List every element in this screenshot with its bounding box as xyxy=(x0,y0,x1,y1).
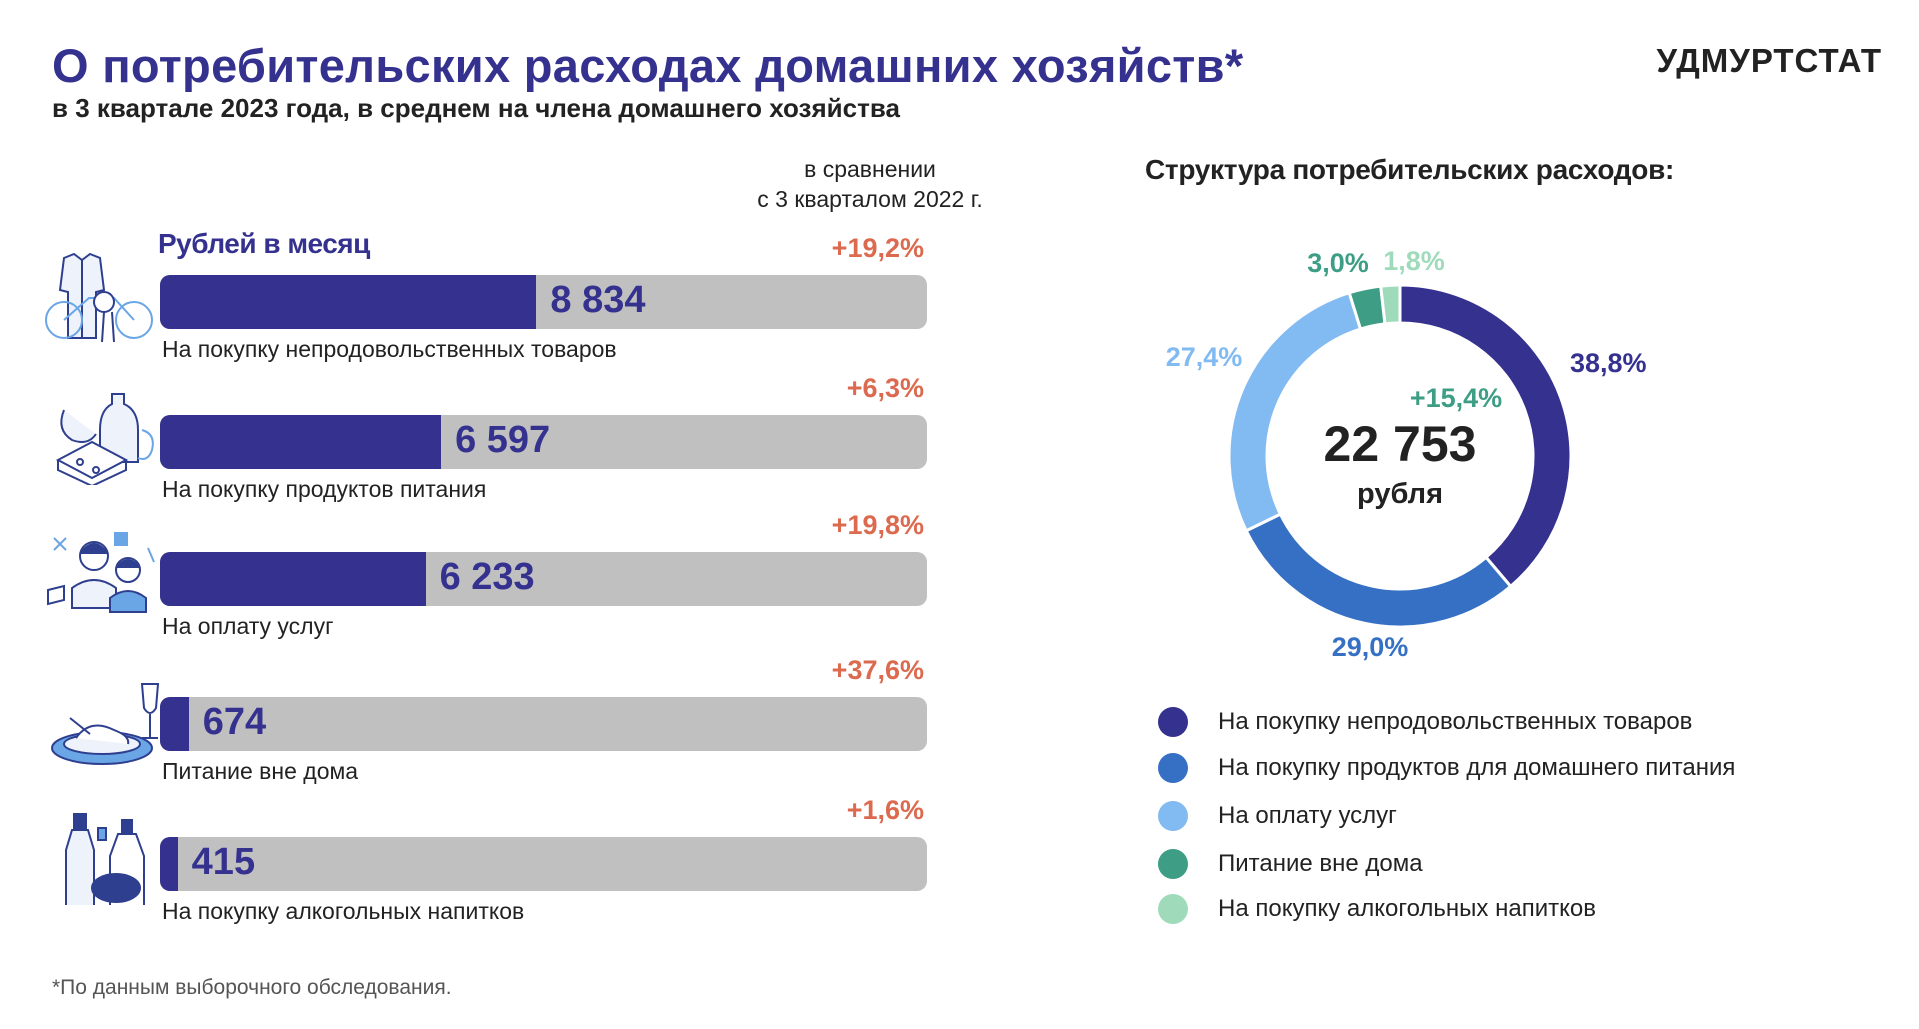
bar-category-label: Питание вне дома xyxy=(162,758,359,784)
bar-track: 6 597 xyxy=(160,415,927,469)
donut-total-unit: рубля xyxy=(1357,478,1443,510)
bar-track: 674 xyxy=(160,697,927,751)
bar-value-label: 415 xyxy=(191,841,256,883)
unit-label: Рублей в месяц xyxy=(158,228,370,259)
donut-chart-title: Структура потребительских расходов: xyxy=(1145,154,1675,185)
bar-fill xyxy=(160,415,442,469)
donut-slice-label: 27,4% xyxy=(1166,342,1243,372)
bar-value-label: 8 834 xyxy=(550,279,646,321)
legend-swatch xyxy=(1158,894,1188,924)
donut-total-value: 22 753 xyxy=(1324,416,1477,472)
bar-change-label: +19,8% xyxy=(831,510,924,540)
restaurant-plate-icon xyxy=(51,683,160,765)
expenditure-structure-donut: 38,8% 29,0% 27,4% 3,0% 1,8% +15,4%22 753 рубля xyxy=(1166,246,1647,662)
bar-value-label: 674 xyxy=(202,701,267,743)
comparison-note: в сравнении с 3 кварталом 2022 г. xyxy=(730,154,1010,214)
food-products-icon xyxy=(55,393,154,485)
donut-slice-label: 29,0% xyxy=(1332,632,1409,662)
bar-fill xyxy=(160,697,189,751)
legend-label: На оплату услуг xyxy=(1218,802,1397,829)
bar-value-label: 6 233 xyxy=(439,556,535,598)
donut-slice xyxy=(1227,290,1363,533)
alcohol-bottles-icon xyxy=(65,813,145,905)
legend-label: На покупку алкогольных напитков xyxy=(1218,895,1596,922)
comparison-note-line1: в сравнении xyxy=(804,156,936,182)
comparison-note-line2: с 3 кварталом 2022 г. xyxy=(757,186,983,212)
bar-change-label: +6,3% xyxy=(846,373,924,403)
page-subtitle: в 3 квартале 2023 года, в среднем на чле… xyxy=(52,93,900,123)
donut-total-change: +15,4% xyxy=(1410,383,1502,413)
bar-fill xyxy=(160,275,537,329)
bar-category-label: На покупку непродовольственных товаров xyxy=(162,336,617,362)
bar-category-label: На покупку продуктов питания xyxy=(162,476,487,502)
page-title: О потребительских расходах домашних хозя… xyxy=(52,39,1244,92)
donut-slice xyxy=(1398,283,1573,589)
bar-value-label: 6 597 xyxy=(455,419,551,461)
services-people-icon xyxy=(47,532,155,613)
donut-slice-label: 1,8% xyxy=(1383,246,1445,276)
bar-category-label: На оплату услуг xyxy=(162,613,334,639)
bar-fill xyxy=(160,552,426,606)
bar-change-label: +1,6% xyxy=(846,795,924,825)
organization-logo: УДМУРТСТАТ xyxy=(1656,42,1882,79)
donut-slice xyxy=(1244,512,1513,629)
legend-swatch xyxy=(1158,801,1188,831)
legend-label: На покупку непродовольственных товаров xyxy=(1218,708,1693,735)
donut-slice-label: 3,0% xyxy=(1307,248,1369,278)
legend-swatch xyxy=(1158,849,1188,879)
legend-label: На покупку продуктов для домашнего питан… xyxy=(1218,754,1736,781)
footnote: *По данным выборочного обследования. xyxy=(52,976,452,999)
bar-change-label: +37,6% xyxy=(831,655,924,685)
bar-change-label: +19,2% xyxy=(831,233,924,263)
legend-label: Питание вне дома xyxy=(1218,850,1423,877)
bar-track: 6 233 xyxy=(160,552,927,606)
donut-slice-label: 38,8% xyxy=(1570,348,1647,378)
bar-fill xyxy=(160,837,178,891)
legend-swatch xyxy=(1158,707,1188,737)
bar-category-label: На покупку алкогольных напитков xyxy=(162,898,525,924)
legend-swatch xyxy=(1158,753,1188,783)
bar-track: 8 834 xyxy=(160,275,927,329)
clothes-bike-icon xyxy=(45,252,153,343)
donut-slice xyxy=(1379,283,1402,326)
bar-track: 415 xyxy=(160,837,927,891)
